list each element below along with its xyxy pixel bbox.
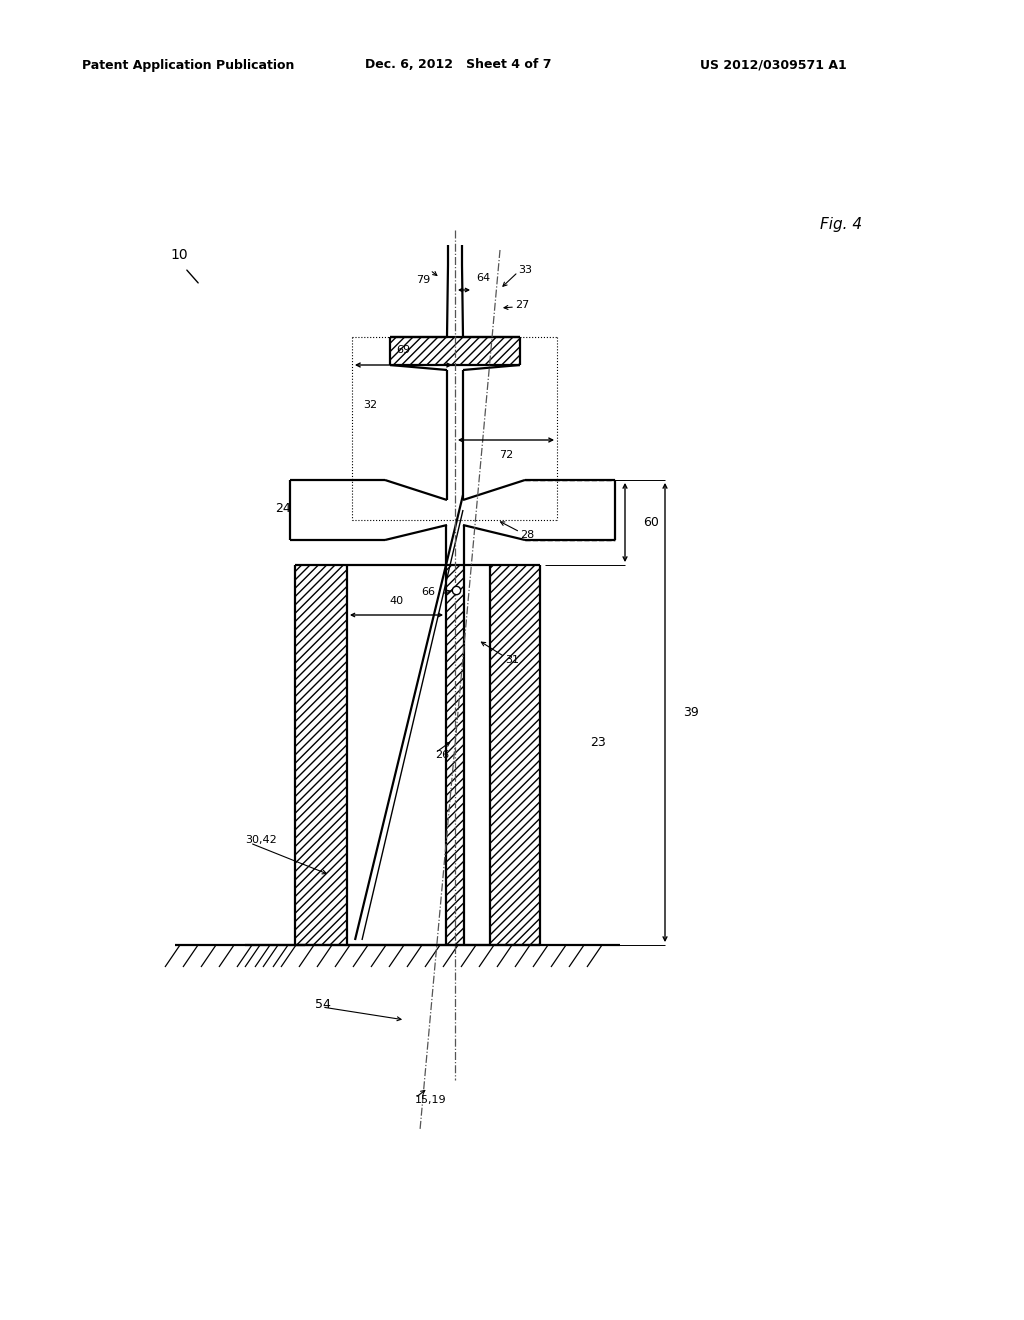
Bar [490, 565, 540, 945]
Bar [390, 337, 520, 366]
Text: 26: 26 [435, 750, 450, 760]
Text: 28: 28 [520, 531, 535, 540]
Text: 23: 23 [590, 735, 606, 748]
Text: 30,42: 30,42 [245, 836, 276, 845]
Text: Patent Application Publication: Patent Application Publication [82, 58, 294, 71]
Text: 66: 66 [421, 587, 435, 597]
Text: 15,19: 15,19 [415, 1096, 446, 1105]
Text: 32: 32 [362, 400, 377, 411]
Text: 33: 33 [518, 265, 532, 275]
Text: Dec. 6, 2012   Sheet 4 of 7: Dec. 6, 2012 Sheet 4 of 7 [365, 58, 552, 71]
Text: 31: 31 [505, 655, 519, 665]
Text: 40: 40 [389, 597, 403, 606]
Text: 69: 69 [396, 345, 410, 355]
Bar [446, 565, 464, 945]
Text: 10: 10 [170, 248, 187, 261]
Text: 72: 72 [499, 450, 513, 459]
Text: Fig. 4: Fig. 4 [820, 218, 862, 232]
Text: 64: 64 [476, 273, 490, 282]
Text: 60: 60 [643, 516, 658, 528]
Text: US 2012/0309571 A1: US 2012/0309571 A1 [700, 58, 847, 71]
Text: 27: 27 [515, 300, 529, 310]
Text: 24: 24 [275, 502, 291, 515]
Text: 39: 39 [683, 705, 698, 718]
Bar [295, 565, 347, 945]
Text: 79: 79 [416, 275, 430, 285]
Text: 54: 54 [315, 998, 331, 1011]
